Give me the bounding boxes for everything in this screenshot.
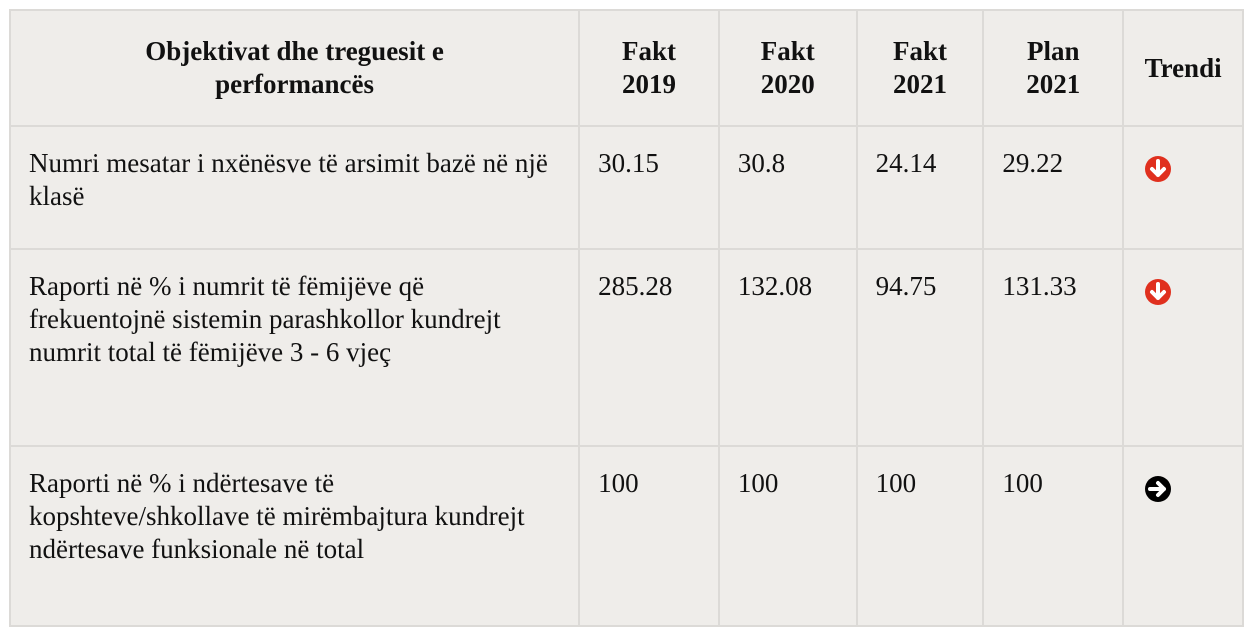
- row: Raporti në % i numrit të fëmijëve që fre…: [8, 248, 1244, 447]
- trend-cell: [1122, 248, 1244, 447]
- trend-down-icon: [1145, 156, 1172, 182]
- row: Numri mesatar i nxënësve të arsimit bazë…: [8, 125, 1244, 250]
- header-cell: Trendi: [1122, 9, 1244, 127]
- cell: 285.28: [578, 248, 720, 447]
- cell: 100: [982, 445, 1125, 627]
- cell: 30.8: [717, 125, 858, 250]
- cell: 100: [855, 445, 985, 627]
- header-row: Objektivat dhe treguesit e performancës …: [8, 9, 1244, 127]
- cell: 131.33: [982, 248, 1125, 447]
- page: Objektivat dhe treguesit e performancës …: [8, 9, 1244, 627]
- cell: 30.15: [578, 125, 720, 250]
- header-cell: Fakt 2019: [578, 9, 720, 127]
- trend-cell: [1122, 445, 1244, 627]
- cell: Numri mesatar i nxënësve të arsimit bazë…: [8, 125, 581, 250]
- cell: 100: [578, 445, 720, 627]
- header-cell: Fakt 2021: [855, 9, 985, 127]
- row: Raporti në % i ndërtesave të kopshteve/s…: [8, 445, 1244, 627]
- header-cell: Objektivat dhe treguesit e performancës: [8, 9, 581, 127]
- header-cell: Plan 2021: [982, 9, 1125, 127]
- cell: 29.22: [982, 125, 1125, 250]
- cell: 94.75: [855, 248, 985, 447]
- trend-right-icon: [1145, 476, 1172, 502]
- cell: 132.08: [717, 248, 858, 447]
- cell: 24.14: [855, 125, 985, 250]
- cell: Raporti në % i ndërtesave të kopshteve/s…: [8, 445, 581, 627]
- cell: 100: [717, 445, 858, 627]
- trend-cell: [1122, 125, 1244, 250]
- cell: Raporti në % i numrit të fëmijëve që fre…: [8, 248, 581, 447]
- header-cell: Fakt 2020: [717, 9, 858, 127]
- performance-table: Objektivat dhe treguesit e performancës …: [8, 9, 1244, 627]
- trend-down-icon: [1145, 279, 1172, 305]
